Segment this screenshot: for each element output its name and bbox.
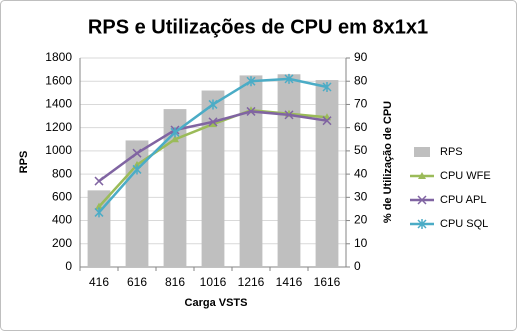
marker <box>284 73 294 84</box>
legend-label: CPU SQL <box>440 218 488 230</box>
marker <box>94 207 104 218</box>
y-tick-label: 400 <box>52 213 72 227</box>
y-tick-label: 0 <box>65 259 72 273</box>
y-tick-label: 200 <box>52 236 72 250</box>
y2-tick-label: 80 <box>354 73 368 87</box>
marker <box>95 202 103 210</box>
x-tick-label: 616 <box>127 275 147 289</box>
bar <box>163 109 187 267</box>
x-tick-label: 1416 <box>276 275 303 289</box>
y-tick-label: 600 <box>52 190 72 204</box>
y2-tick-label: 0 <box>354 259 361 273</box>
y2-tick-label: 30 <box>354 190 368 204</box>
bar <box>315 80 339 267</box>
marker <box>208 117 218 127</box>
x-axis-title: Carga VSTS <box>185 297 248 309</box>
marker <box>246 106 256 116</box>
chart-title: RPS e Utilizações de CPU em 8x1x1 <box>88 16 428 38</box>
y2-tick-label: 60 <box>354 120 368 134</box>
marker <box>417 195 427 205</box>
marker <box>246 76 256 87</box>
y2-tick-label: 90 <box>354 50 368 64</box>
marker <box>94 176 104 186</box>
marker <box>417 219 427 229</box>
x-tick-label: 1216 <box>238 275 265 289</box>
x-tick-label: 1016 <box>200 275 227 289</box>
y2-axis-title: % de Utilização de CPU <box>382 101 394 223</box>
marker <box>171 135 179 143</box>
y-tick-label: 1600 <box>45 73 72 87</box>
marker <box>418 172 426 179</box>
y2-tick-label: 50 <box>354 143 368 157</box>
marker <box>322 82 332 93</box>
legend-label: RPS <box>440 146 463 158</box>
legend-label: CPU WFE <box>440 170 491 182</box>
y2-tick-label: 20 <box>354 213 368 227</box>
bar <box>201 90 225 267</box>
legend-swatch <box>414 147 430 157</box>
marker <box>132 148 142 158</box>
marker <box>322 116 332 126</box>
bar <box>239 75 263 268</box>
y-tick-label: 1000 <box>45 143 72 157</box>
marker <box>284 110 294 120</box>
bar <box>277 74 301 267</box>
marker <box>209 120 217 128</box>
x-tick-label: 416 <box>89 275 109 289</box>
y-tick-label: 1200 <box>45 120 72 134</box>
y-tick-label: 1400 <box>45 97 72 111</box>
marker <box>208 99 218 110</box>
y2-tick-label: 70 <box>354 97 368 111</box>
x-tick-label: 1616 <box>314 275 341 289</box>
y2-tick-label: 40 <box>354 166 368 180</box>
y-tick-label: 1800 <box>45 50 72 64</box>
marker <box>132 164 142 175</box>
y-axis-title: RPS <box>18 151 30 174</box>
bar <box>87 190 111 267</box>
legend-label: CPU APL <box>440 194 486 206</box>
x-tick-label: 816 <box>165 275 185 289</box>
y-tick-label: 800 <box>52 166 72 180</box>
y2-tick-label: 10 <box>354 236 368 250</box>
marker <box>170 127 180 138</box>
